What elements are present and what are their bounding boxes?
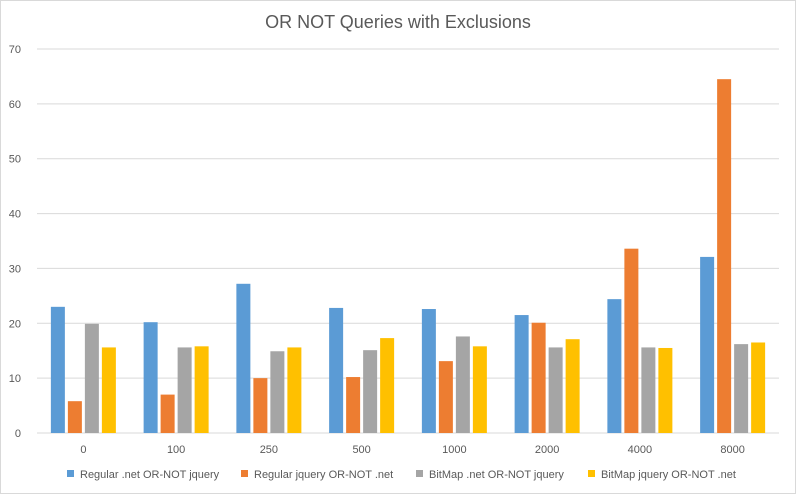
legend-label: BitMap jquery OR-NOT .net	[601, 469, 736, 481]
bar	[177, 347, 192, 433]
bar	[160, 394, 175, 433]
bar	[607, 299, 622, 433]
bar	[531, 322, 546, 433]
bar	[641, 347, 656, 433]
chart-title: OR NOT Queries with Exclusions	[265, 12, 531, 32]
bars	[50, 79, 766, 434]
legend-label: Regular .net OR-NOT jquery	[80, 469, 220, 481]
legend-label: BitMap .net OR-NOT jquery	[429, 469, 564, 481]
bar	[236, 283, 251, 433]
bar	[101, 347, 116, 433]
x-tick-label: 8000	[720, 444, 744, 456]
bar	[514, 315, 529, 433]
gridlines	[37, 48, 779, 434]
x-tick-label: 4000	[628, 444, 652, 456]
bar	[287, 347, 302, 433]
bar	[565, 339, 580, 433]
x-tick-label: 2000	[535, 444, 559, 456]
bar	[700, 256, 715, 433]
bar	[751, 342, 766, 433]
legend: Regular .net OR-NOT jquery Regular jquery…	[67, 469, 736, 481]
bar	[194, 346, 209, 433]
bar	[50, 306, 65, 433]
bar	[438, 361, 453, 433]
y-tick-label: 20	[9, 318, 21, 330]
y-tick-label: 10	[9, 373, 21, 385]
bar	[472, 346, 487, 433]
bar	[734, 344, 749, 433]
y-tick-label: 40	[9, 209, 21, 221]
y-tick-label: 30	[9, 263, 21, 275]
y-tick-label: 70	[9, 44, 21, 56]
legend-swatch	[416, 470, 423, 477]
x-tick-label: 250	[260, 444, 278, 456]
bar	[253, 378, 268, 433]
bar	[421, 309, 436, 433]
legend-swatch	[241, 470, 248, 477]
legend-swatch	[67, 470, 74, 477]
bar	[67, 401, 82, 433]
y-tick-label: 60	[9, 99, 21, 111]
x-tick-label: 0	[80, 444, 86, 456]
bar	[380, 338, 395, 433]
bar	[329, 307, 344, 433]
x-tick-label: 500	[352, 444, 370, 456]
bar	[624, 248, 639, 433]
bar	[717, 79, 732, 434]
bar	[548, 347, 563, 433]
legend-swatch	[588, 470, 595, 477]
legend-label: Regular jquery OR-NOT .net	[254, 469, 393, 481]
y-tick-label: 50	[9, 154, 21, 166]
x-axis-ticks: 0 100 250 500 1000 2000 4000 8000	[80, 444, 745, 456]
bar	[346, 377, 361, 433]
bar	[455, 336, 470, 433]
bar	[84, 323, 99, 433]
x-tick-label: 100	[167, 444, 185, 456]
y-axis-ticks: 0 10 20 30 40 50 60 70	[9, 44, 21, 440]
y-tick-label: 0	[15, 428, 21, 440]
bar	[658, 347, 673, 433]
bar	[270, 351, 285, 433]
bar	[143, 322, 158, 433]
bar	[363, 350, 378, 433]
x-tick-label: 1000	[442, 444, 466, 456]
